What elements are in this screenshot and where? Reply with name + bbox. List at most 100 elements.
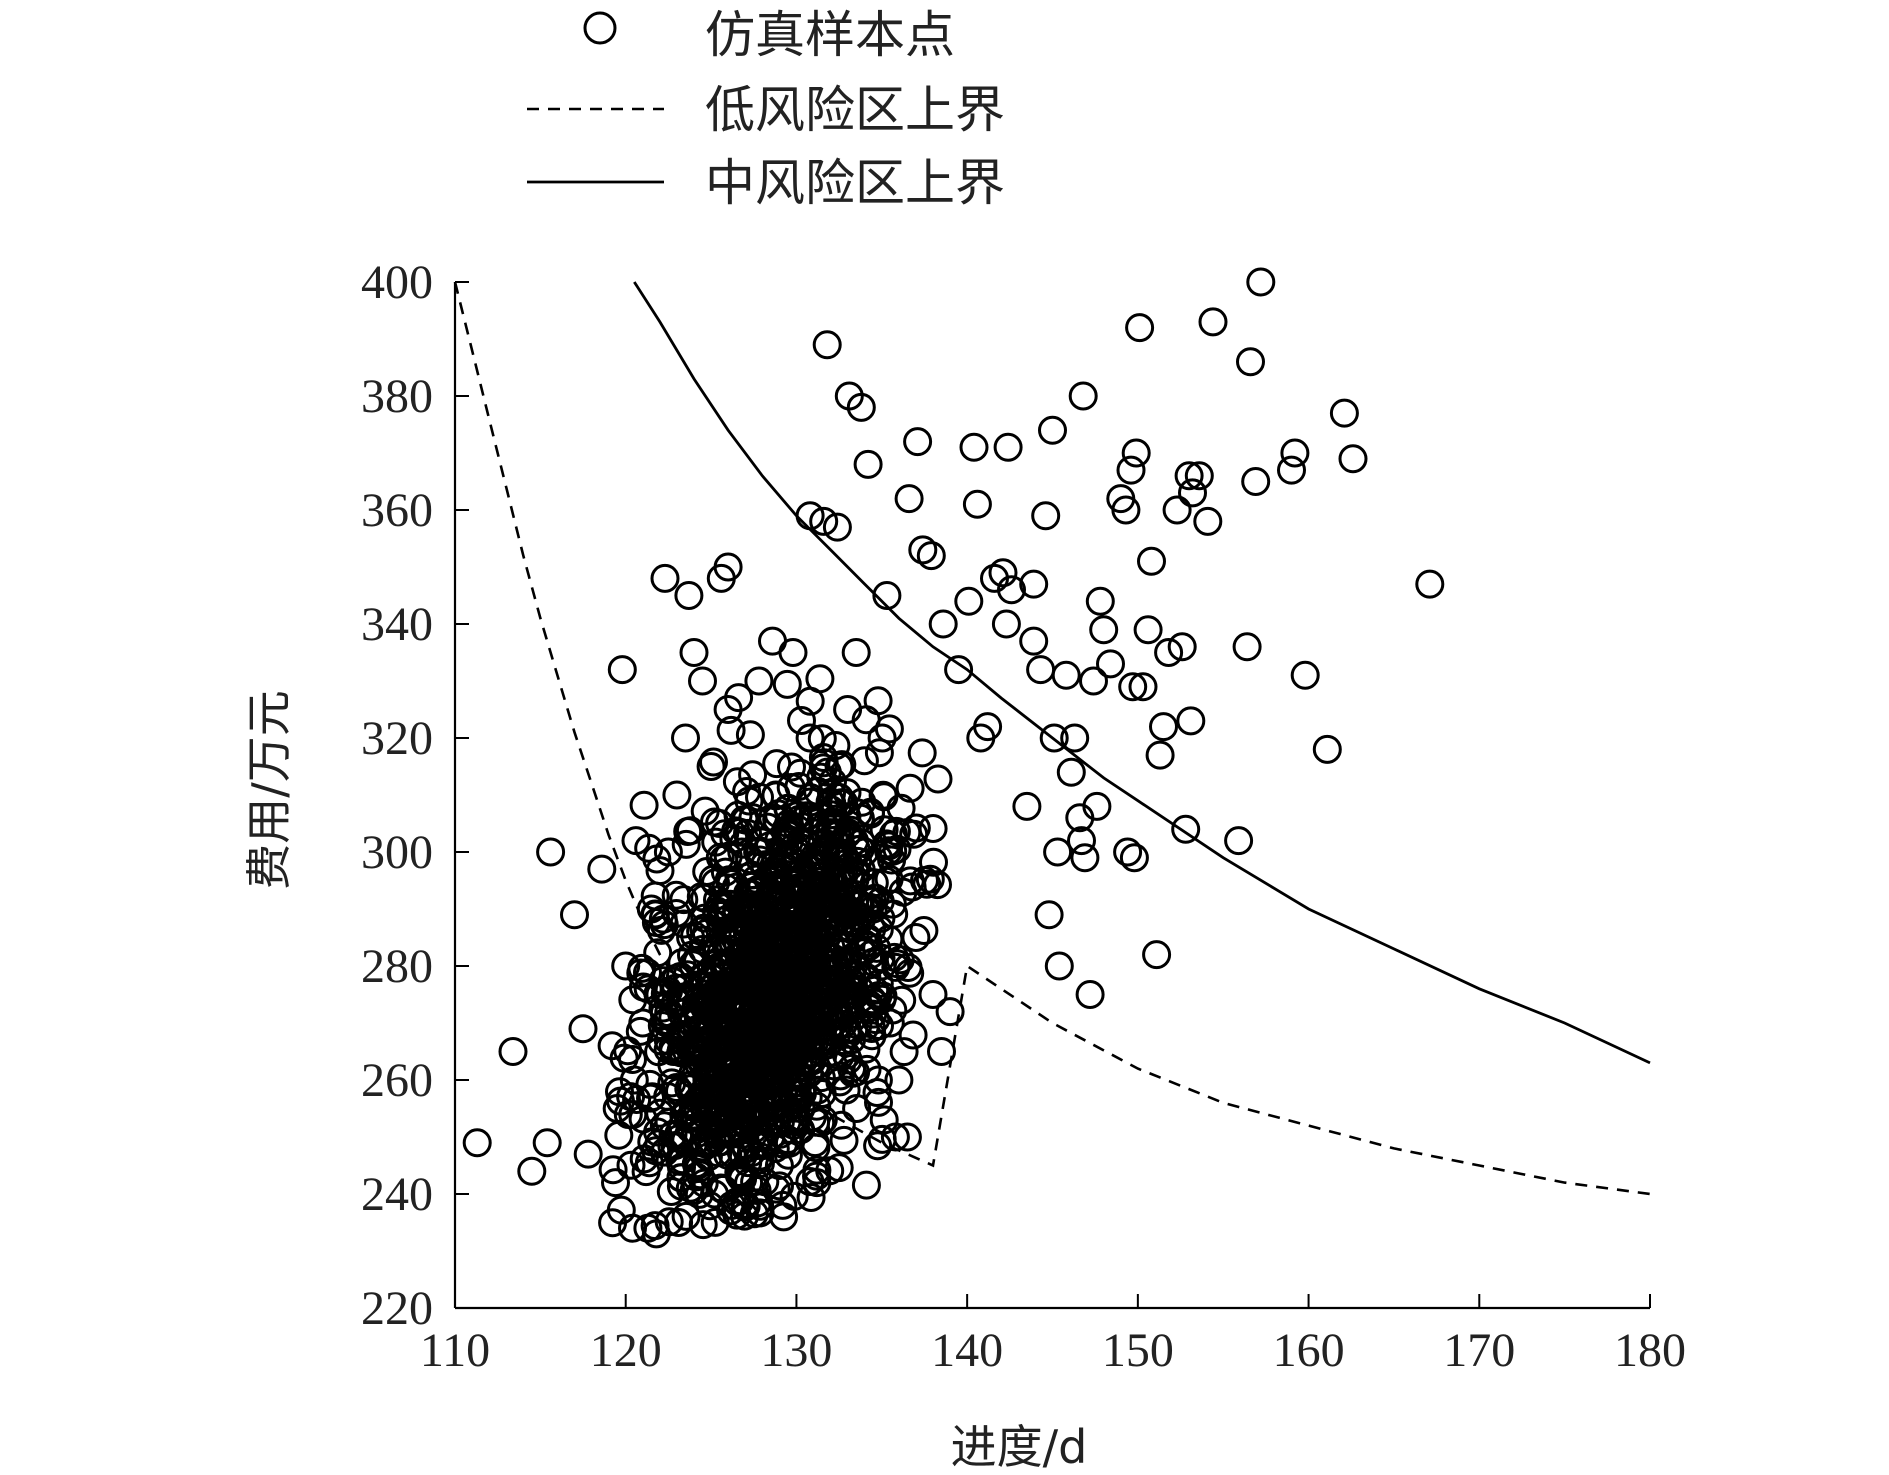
sample-point [784,1052,814,1082]
sample-point [517,1156,547,1186]
curves-layer [453,281,1651,1196]
sample-point [867,984,897,1014]
sample-point [841,638,871,667]
sample-point [671,723,700,753]
sample-point [730,1011,760,1041]
sample-point [1089,615,1119,645]
sample-point [869,1105,899,1135]
sample-point [1012,791,1042,821]
sample-point [769,1129,799,1159]
sample-point [1019,626,1049,656]
sample-point [776,773,806,802]
x-tick-label: 150 [1102,1324,1174,1377]
sample-point [1232,632,1262,662]
sample-point [812,757,842,787]
sample-point [787,706,816,735]
sample-point [782,1072,812,1102]
sample-point [688,1210,718,1240]
sample-point [713,552,743,582]
sample-point [918,980,948,1009]
sample-point [1034,900,1064,930]
sample-point [634,833,664,863]
sample-point [874,924,904,954]
sample-point [863,686,893,716]
sample-point [997,575,1026,605]
sample-point [656,1177,686,1206]
sample-point [718,912,748,942]
sample-point [692,1065,722,1095]
sample-point [912,869,942,899]
sample-point [847,938,877,968]
sample-point [852,1054,882,1084]
sample-point [919,847,948,877]
sample-point [816,795,846,825]
x-tick-label: 120 [590,1324,662,1377]
sample-point [806,762,836,792]
sample-point [1079,666,1108,696]
sample-point [894,484,924,514]
sample-point [462,1128,492,1158]
sample-point [927,1037,956,1066]
legend-label-mid-risk: 中风险区上界 [705,154,1005,212]
y-tick-label: 400 [361,256,433,309]
sample-point [1415,569,1445,599]
sample-point [702,1120,732,1150]
sample-point [648,966,678,996]
sample-point [831,1075,861,1105]
sample-point [1039,723,1069,753]
sample-point [935,997,965,1027]
x-axis-title: 进度/d [951,1420,1088,1474]
sample-point [846,392,876,422]
sample-point [923,870,952,900]
sample-point [887,985,917,1015]
sample-point [1043,837,1073,867]
sample-point [748,1092,778,1122]
sample-point [1038,415,1067,445]
sample-point [568,1014,598,1044]
sample-point [665,962,695,991]
sample-point [674,581,704,610]
sample-point [778,638,808,667]
sample-point [724,683,754,713]
sample-point [669,885,699,915]
y-axis-title: 费用/万元 [242,690,296,890]
sample-point [854,932,884,961]
sample-point [1068,381,1098,411]
sample-point [795,723,825,753]
sample-point [1111,495,1141,525]
y-tick-label: 240 [361,1168,433,1221]
sample-point [821,731,851,760]
sample-point [867,723,897,753]
sample-point [841,835,871,865]
sample-point [846,854,876,884]
sample-point [743,1188,773,1218]
sample-point [1171,814,1201,844]
sample-point [684,1153,714,1183]
sample-point [725,1105,755,1135]
sample-point [754,964,784,994]
sample-point [654,1207,684,1237]
sample-point [1178,478,1207,508]
sample-point [807,724,837,754]
sample-point [801,1133,831,1163]
sample-point [825,1067,855,1097]
sample-point [560,900,589,930]
sample-point [761,1174,791,1204]
sample-point [895,773,925,803]
sample-point [629,790,659,820]
sample-point [1085,586,1115,616]
sample-point [872,829,902,859]
sample-point [1174,461,1204,491]
sample-point [1338,444,1368,474]
sample-point [991,609,1021,639]
sample-point [815,1156,845,1186]
y-tick-label: 260 [361,1054,433,1107]
sample-point [771,1049,801,1079]
sample-point [628,1104,658,1134]
sample-point [851,1170,881,1200]
sample-point [822,512,852,542]
sample-point [699,747,728,777]
sample-point [616,1150,646,1180]
sample-point [826,912,856,942]
sample-point [860,975,890,1005]
